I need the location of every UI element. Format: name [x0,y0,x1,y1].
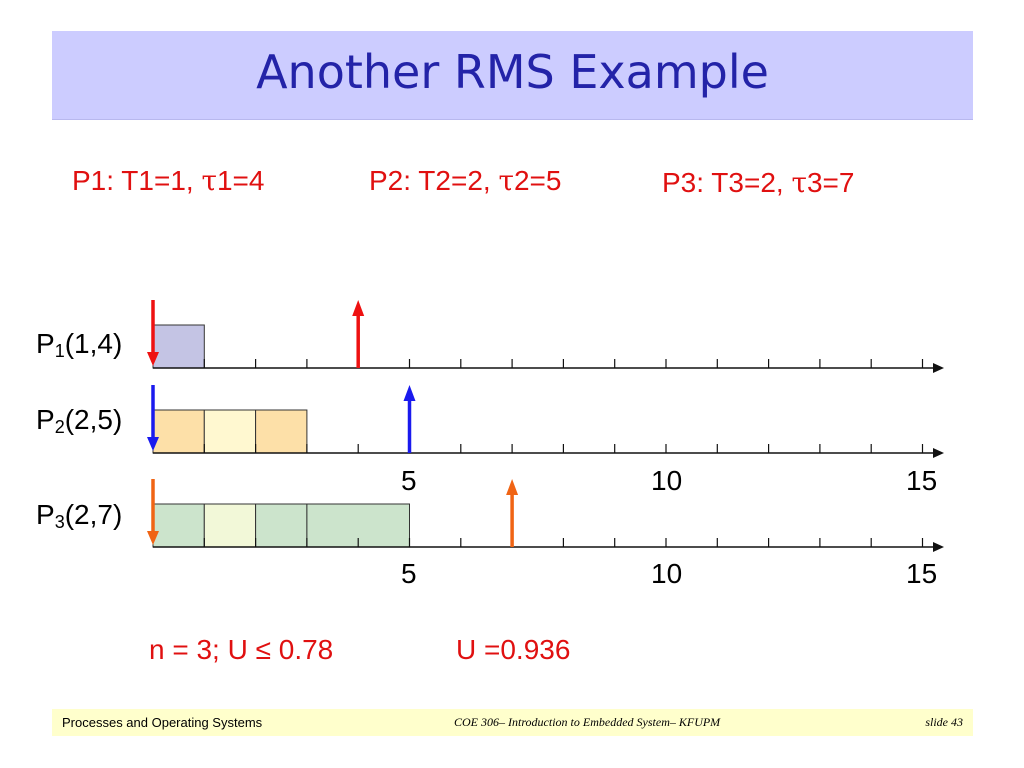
p1-axis-arrowhead [933,363,944,373]
param-p2-suffix: 2=5 [513,165,562,196]
param-p2: P2: T2=2, τ2=5 [369,164,561,197]
timeline-layer [147,300,944,552]
param-p2-tau: τ [498,164,514,197]
process-label-p1-sub: 1 [54,341,65,361]
p3-deadline-arrowhead [506,479,519,495]
process-label-p2-sub: 2 [54,417,65,437]
tick-label-bottom-10: 10 [651,558,683,589]
tick-label-mid-15: 15 [906,465,938,496]
footer-slide-number: slide 43 [925,715,963,729]
p3-release-arrowhead [147,531,159,545]
tick-label-bottom-5: 5 [401,558,417,589]
process-label-p3: P3(2,7) [36,499,123,532]
param-p3-prefix: P3: T3=2, [662,167,792,198]
p2-exec-block-0 [152,409,205,454]
param-p1-prefix: P1: T1=1, [72,165,202,196]
process-label-p2-args: (2,5) [64,404,123,435]
slide-title: Another RMS Example [256,45,769,99]
p1-exec-block-0 [152,324,205,369]
footer-bar: Processes and Operating Systems COE 306–… [52,709,973,736]
footer-left-text: Processes and Operating Systems [62,715,263,730]
process-label-p2: P2(2,5) [36,404,123,437]
process-label-p1-args: (1,4) [64,328,123,359]
param-p3: P3: T3=2, τ3=7 [662,166,854,199]
p2-deadline-arrowhead [403,385,416,401]
process-label-p3-args: (2,7) [64,499,123,530]
process-label-p2-name: P [36,404,55,435]
param-p1: P1: T1=1, τ1=4 [72,164,264,197]
p3-exec-block-1 [203,503,257,548]
p1-deadline-arrowhead [352,300,365,316]
param-p3-suffix: 3=7 [806,167,855,198]
tick-label-mid-5: 5 [401,465,417,496]
p3-exec-block-0 [152,503,205,548]
p3-axis-arrowhead [933,542,944,552]
process-label-p3-name: P [36,499,55,530]
title-bar: Another RMS Example [52,31,973,120]
utilization-value: U =0.936 [456,634,571,665]
process-label-p1-name: P [36,328,55,359]
param-p2-prefix: P2: T2=2, [369,165,499,196]
process-label-p1: P1(1,4) [36,328,123,361]
p3-exec-block-2 [255,503,308,548]
p2-axis-arrowhead [933,448,944,458]
tick-label-mid-10: 10 [651,465,683,496]
p2-exec-block-1 [203,409,257,454]
tick-label-bottom-15: 15 [906,558,938,589]
param-p1-suffix: 1=4 [216,165,265,196]
p1-release-arrowhead [147,352,159,366]
param-p1-tau: τ [201,164,217,197]
process-label-p3-sub: 3 [54,512,65,532]
utilization-bound: n = 3; U ≤ 0.78 [149,634,334,665]
footer-center-text: COE 306– Introduction to Embedded System… [454,715,721,729]
p2-release-arrowhead [147,437,159,451]
p2-exec-block-2 [255,409,308,454]
param-p3-tau: τ [791,166,807,199]
